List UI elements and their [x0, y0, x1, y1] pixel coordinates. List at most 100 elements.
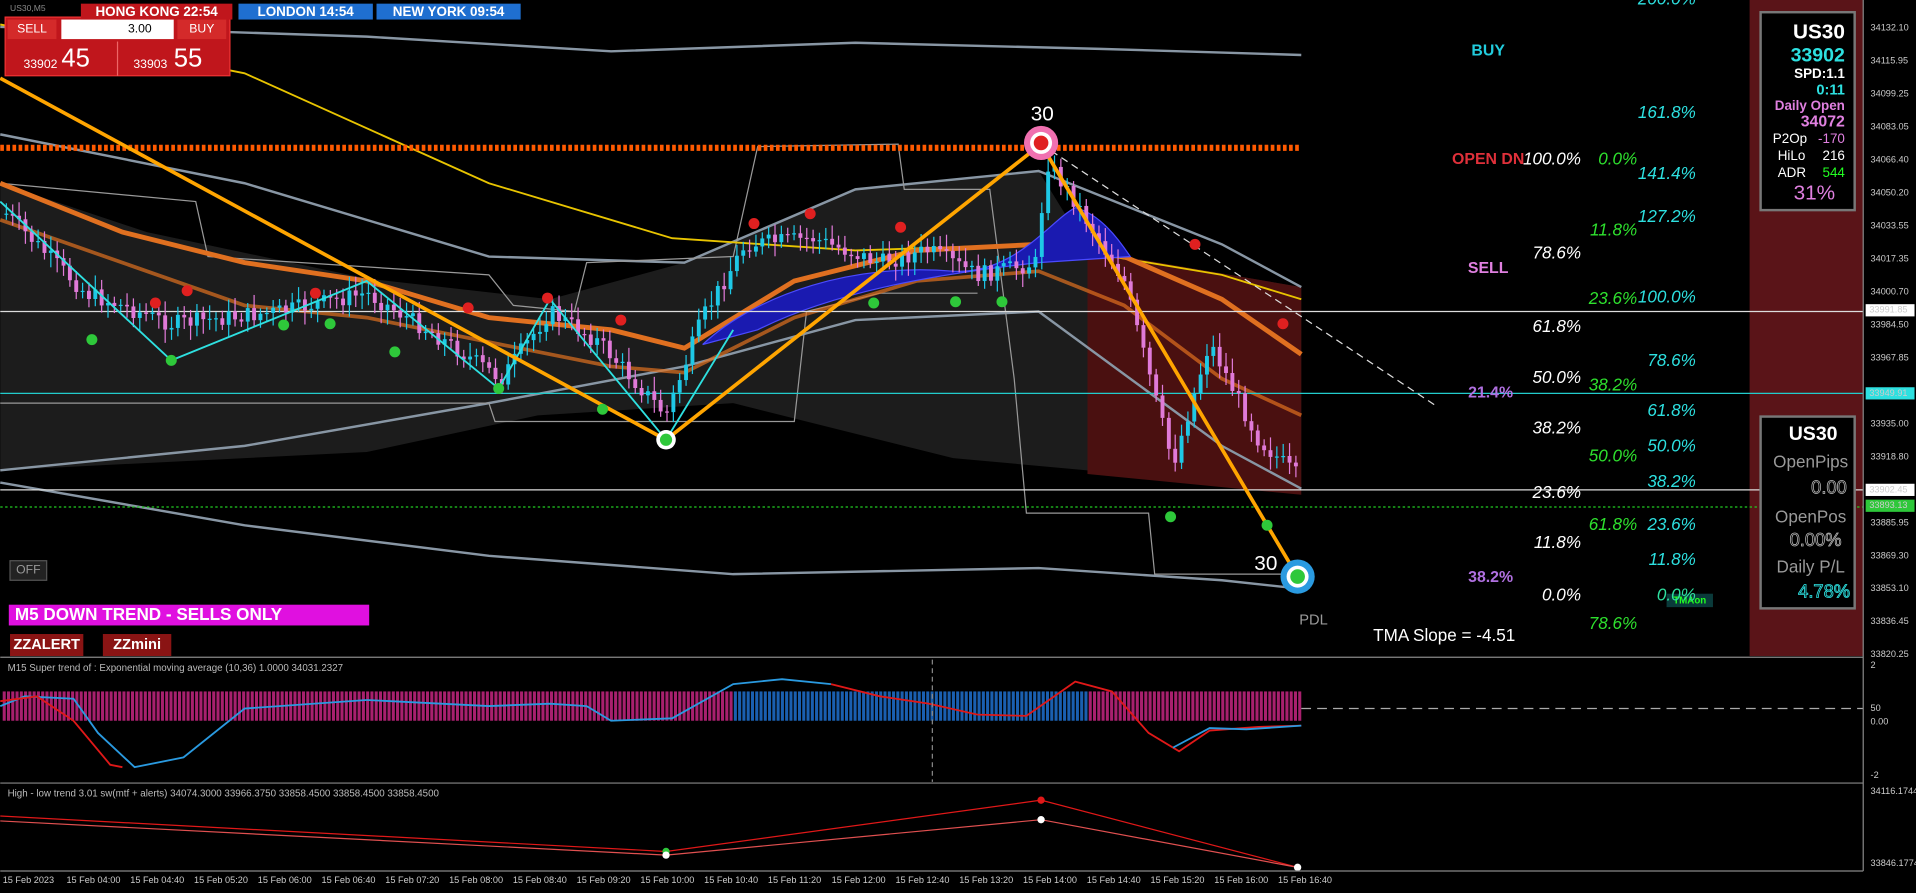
- fib-level: 38.2%: [1533, 418, 1581, 437]
- candle-body: [569, 317, 574, 320]
- histogram-bar: [1007, 691, 1011, 721]
- histogram-bar: [165, 691, 169, 721]
- histogram-bar: [383, 691, 387, 721]
- buy-label[interactable]: BUY: [189, 22, 214, 36]
- histogram-bar: [1216, 691, 1221, 721]
- histogram-bar: [148, 691, 152, 721]
- candle-body: [42, 241, 47, 253]
- clocks: HONG KONG 22:54 LONDON 14:54 NEW YORK 09…: [80, 3, 521, 20]
- candle-body: [1192, 393, 1197, 422]
- candle-body: [1008, 261, 1012, 264]
- candle-body: [868, 253, 873, 264]
- buy-price[interactable]: 33903: [133, 57, 167, 71]
- histogram-bar: [370, 691, 374, 721]
- histogram-bar: [139, 691, 143, 721]
- histogram-bar: [926, 691, 930, 721]
- time-tick: 15 Feb 12:40: [895, 875, 949, 885]
- lot-input[interactable]: [61, 19, 174, 40]
- histogram-bar: [152, 691, 156, 721]
- pdl: PDL: [1299, 612, 1327, 628]
- lot-size[interactable]: 3.00: [128, 22, 152, 36]
- candle-body: [887, 253, 892, 264]
- candle-body: [423, 331, 428, 334]
- candle-body: [480, 355, 485, 363]
- candle-body: [182, 314, 187, 318]
- candle-body: [633, 379, 638, 388]
- histogram-bar: [229, 691, 233, 721]
- histogram-bar: [66, 691, 70, 721]
- dot: [1189, 238, 1201, 250]
- candle-body: [944, 249, 949, 251]
- candle-body: [61, 258, 66, 266]
- zzalert-label[interactable]: ZZALERT: [13, 637, 80, 653]
- one-click-trading: SELL 3.00 BUY 33902 45 33903 55: [4, 16, 231, 77]
- fib-level: 0.0%: [1657, 586, 1696, 605]
- sell-price[interactable]: 33902: [23, 57, 57, 71]
- buy-button[interactable]: [177, 19, 227, 40]
- dot: [86, 334, 98, 346]
- histogram-bar: [562, 691, 566, 721]
- candle-body: [703, 306, 708, 320]
- candle-body: [506, 364, 511, 385]
- candle-body: [925, 246, 930, 253]
- histogram-bar: [1251, 691, 1255, 721]
- dot: [868, 297, 880, 309]
- histogram-bar: [212, 691, 216, 721]
- buy-price-big[interactable]: 55: [174, 45, 203, 73]
- histogram-bar: [263, 691, 267, 721]
- histogram-bar: [725, 691, 729, 721]
- dot: [149, 297, 161, 309]
- candle-body: [1020, 268, 1025, 274]
- candle-body: [982, 265, 987, 282]
- histogram-bar: [1169, 691, 1174, 721]
- off-button[interactable]: [9, 560, 48, 581]
- swing-high: 30: [1031, 102, 1054, 125]
- zzmini-label[interactable]: ZZmini: [113, 637, 161, 653]
- candle-body: [677, 380, 682, 393]
- candle-body: [728, 271, 733, 290]
- clock-box: [80, 3, 233, 20]
- candle-body: [86, 290, 91, 299]
- histogram-bar: [58, 691, 62, 721]
- candle-body: [538, 331, 542, 334]
- histogram-bar: [314, 691, 318, 721]
- histogram-bar: [947, 691, 951, 721]
- candle-body: [1116, 263, 1120, 276]
- clock-box: [376, 3, 521, 20]
- candle-body: [118, 304, 123, 307]
- time-tick: 15 Feb 10:40: [704, 875, 758, 885]
- histogram-bar: [520, 691, 524, 721]
- signal-open: OPEN DN: [1452, 151, 1524, 168]
- candle-body: [1135, 299, 1140, 326]
- histogram-bar: [904, 691, 908, 721]
- off-label[interactable]: OFF: [16, 563, 40, 577]
- sell-label[interactable]: SELL: [17, 22, 47, 36]
- histogram-bar: [960, 691, 964, 721]
- sell-button[interactable]: [7, 19, 57, 40]
- histogram-bar: [827, 691, 831, 721]
- zigzag: [0, 76, 1300, 578]
- histogram-bar: [306, 691, 310, 721]
- price-marker: [1865, 304, 1915, 317]
- time-tick: 15 Feb 05:20: [194, 875, 248, 885]
- histogram-bar: [1003, 691, 1007, 721]
- histogram-bar: [1161, 691, 1165, 721]
- price-tick: 34083.05: [1871, 121, 1909, 131]
- histogram-bar: [1293, 691, 1297, 721]
- zzalert-button[interactable]: [10, 634, 84, 657]
- histogram-bar: [254, 691, 259, 721]
- stat-label: ADR: [1778, 165, 1807, 180]
- fib-level: 11.8%: [1590, 220, 1637, 239]
- trend-banner: [8, 604, 370, 626]
- histogram-bar: [853, 691, 857, 721]
- histogram-bar: [810, 691, 814, 721]
- histogram-bar: [1041, 691, 1045, 721]
- candle-body: [1211, 346, 1216, 356]
- indicator-title: M15 Super trend of : Exponential moving …: [8, 663, 344, 674]
- sell-price-big[interactable]: 45: [61, 45, 90, 73]
- zzmini-button[interactable]: [102, 634, 172, 657]
- histogram-bar: [438, 691, 442, 721]
- candle-body: [1128, 281, 1133, 300]
- fib-level: 100.0%: [1523, 150, 1581, 169]
- candle-body: [80, 290, 85, 293]
